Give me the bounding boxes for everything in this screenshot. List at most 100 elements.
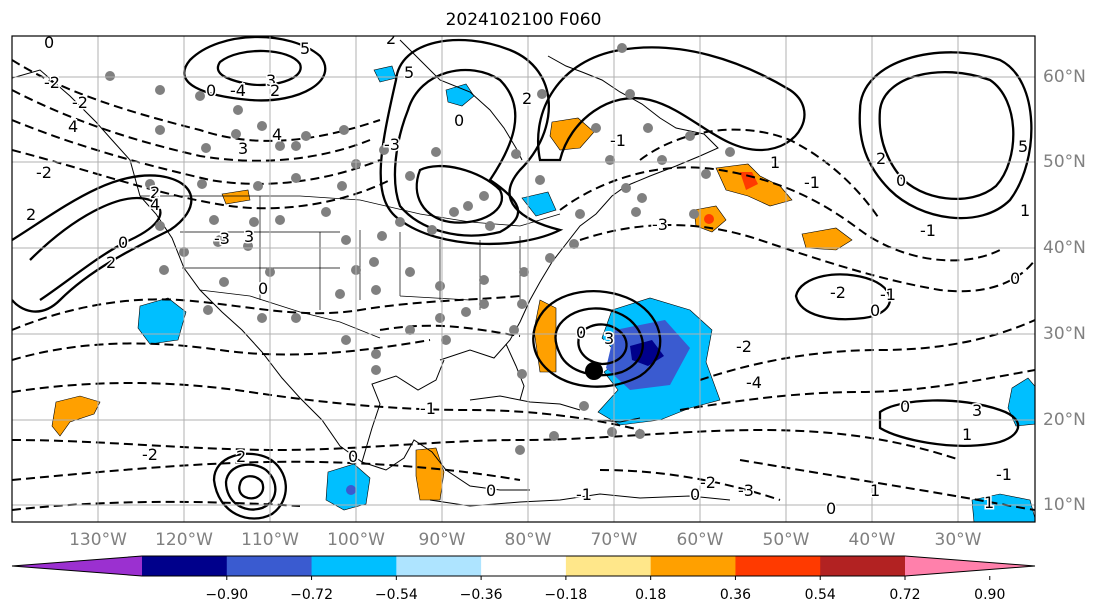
longitude-label: 90°W xyxy=(418,530,466,550)
colorbar-outline xyxy=(11,555,1036,577)
contour-value-label: -4 xyxy=(746,373,762,392)
contour-value-label: 2 xyxy=(270,81,280,100)
station-dot xyxy=(209,215,219,225)
contour-line xyxy=(183,36,327,102)
station-dot xyxy=(621,183,631,193)
latitude-label: 60°N xyxy=(1043,67,1086,87)
colorbar xyxy=(11,555,1036,580)
contour-line xyxy=(878,399,1020,447)
contour-value-label: 0 xyxy=(258,279,268,298)
station-dot xyxy=(257,313,267,323)
contour-value-label: 2 xyxy=(106,253,116,272)
storm-center-marker xyxy=(585,362,603,380)
colorbar-tick-label: 0.18 xyxy=(635,587,667,603)
longitude-label: 40°W xyxy=(848,530,896,550)
colorbar-segment xyxy=(735,556,821,576)
contour-value-label: 3 xyxy=(266,71,276,90)
longitude-label: 30°W xyxy=(934,530,982,550)
station-dot xyxy=(301,131,311,141)
contour-value-label: 2 xyxy=(26,205,36,224)
station-dot xyxy=(545,253,555,263)
colorbar-high-extension xyxy=(905,556,1035,576)
mexico-border xyxy=(199,289,381,339)
station-dot xyxy=(249,217,259,227)
contour-line xyxy=(599,469,781,501)
station-dot xyxy=(519,267,529,277)
contour-value-label: 4 xyxy=(272,125,282,144)
contour-value-label: 2 xyxy=(386,29,396,48)
contour-line xyxy=(12,500,301,511)
contour-line xyxy=(699,319,1035,381)
station-dot xyxy=(591,123,601,133)
station-dot xyxy=(461,307,471,317)
colorbar-segment xyxy=(565,556,652,576)
positive-contours xyxy=(12,36,1033,520)
contour-value-label: 1 xyxy=(1020,201,1030,220)
contour-value-label: 0 xyxy=(206,81,216,100)
station-dot xyxy=(195,91,205,101)
station-dot xyxy=(253,181,263,191)
station-dot xyxy=(631,207,641,217)
station-dot xyxy=(435,313,445,323)
anomaly-patch xyxy=(445,83,475,107)
station-dot xyxy=(405,267,415,277)
station-dot xyxy=(625,89,635,99)
contour-value-label: -2 xyxy=(44,73,60,92)
station-dot xyxy=(197,179,207,189)
station-dot xyxy=(275,141,285,151)
contour-value-label: -1 xyxy=(420,399,436,418)
contour-value-label: -2 xyxy=(142,445,158,464)
contour-line xyxy=(858,51,1033,220)
station-dot xyxy=(219,277,229,287)
anomaly-patch xyxy=(521,191,557,217)
station-dot xyxy=(371,349,381,359)
station-dot xyxy=(105,71,115,81)
station-dot xyxy=(549,431,559,441)
contour-value-label: 0 xyxy=(118,233,128,252)
contour-value-label: -2 xyxy=(700,473,716,492)
contour-line xyxy=(639,128,881,221)
station-dot xyxy=(657,155,667,165)
anomaly-patch xyxy=(971,493,1035,522)
contour-value-label: 4 xyxy=(68,117,78,136)
station-dot xyxy=(479,191,489,201)
contour-value-label: 2 xyxy=(150,183,160,202)
station-dot xyxy=(395,217,405,227)
contour-value-label: 1 xyxy=(984,493,994,512)
contour-line xyxy=(579,224,1035,293)
contour-line xyxy=(12,89,371,162)
contour-value-label: 5 xyxy=(300,39,310,58)
contour-value-label: 0 xyxy=(870,301,880,320)
canada-border xyxy=(140,195,561,227)
station-dot xyxy=(291,173,301,183)
contour-value-label: 0 xyxy=(44,33,54,52)
longitude-label: 50°W xyxy=(762,530,810,550)
station-dot xyxy=(231,129,241,139)
station-dot xyxy=(607,427,617,437)
contour-value-label: -1 xyxy=(996,465,1012,484)
colorbar-tick-label: −0.54 xyxy=(374,587,418,603)
station-dot xyxy=(441,335,451,345)
latitude-label: 30°N xyxy=(1043,324,1086,344)
station-dot xyxy=(405,325,415,335)
station-dot xyxy=(427,225,437,235)
latitude-label: 20°N xyxy=(1043,410,1086,430)
station-dot xyxy=(517,369,527,379)
contour-value-label: 0 xyxy=(826,499,836,518)
contour-value-label: 0 xyxy=(348,447,358,466)
station-dot xyxy=(155,125,165,135)
longitude-label: 110°W xyxy=(241,530,299,550)
latitude-label: 10°N xyxy=(1043,495,1086,515)
station-dot xyxy=(685,131,695,141)
contour-value-label: 0 xyxy=(1010,269,1020,288)
station-dot xyxy=(341,335,351,345)
colorbar-segment xyxy=(226,556,313,576)
colorbar-segment xyxy=(311,556,397,576)
anomaly-patch xyxy=(1007,377,1035,427)
contour-line xyxy=(12,174,193,313)
contour-value-label: 1 xyxy=(770,153,780,172)
station-dot xyxy=(371,365,381,375)
contour-line xyxy=(12,119,381,185)
station-dot xyxy=(291,141,301,151)
